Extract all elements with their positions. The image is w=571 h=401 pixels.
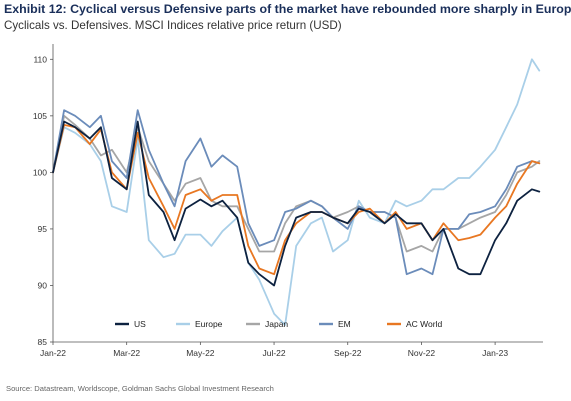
legend-label-ac-world: AC World <box>406 319 442 329</box>
series-line-us <box>52 120 541 287</box>
x-tick-label: Nov-22 <box>408 348 436 358</box>
legend-label-us: US <box>134 319 146 329</box>
x-tick-label: Sep-22 <box>334 348 362 358</box>
y-tick-label: 90 <box>38 280 48 290</box>
x-tick-label: Jul-22 <box>262 348 285 358</box>
x-tick-label: May-22 <box>186 348 215 358</box>
legend-label-em: EM <box>338 319 351 329</box>
y-tick-label: 95 <box>38 224 48 234</box>
x-tick-label: Mar-22 <box>113 348 140 358</box>
chart-source: Source: Datastream, Worldscope, Goldman … <box>6 384 274 393</box>
chart-subtitle: Cyclicals vs. Defensives. MSCI Indices r… <box>4 19 342 32</box>
series-line-japan <box>52 114 541 253</box>
x-tick-label: Jan-23 <box>482 348 508 358</box>
legend-label-europe: Europe <box>195 319 223 329</box>
series-line-em <box>52 109 541 276</box>
y-tick-label: 85 <box>38 337 48 347</box>
chart-title: Exhibit 12: Cyclical versus Defensive pa… <box>4 2 571 16</box>
legend-label-japan: Japan <box>265 319 288 329</box>
series-line-europe <box>52 58 541 326</box>
y-tick-label: 110 <box>33 54 47 64</box>
y-tick-label: 105 <box>33 111 47 121</box>
series-line-ac-world <box>52 124 541 276</box>
y-tick-label: 100 <box>33 167 47 177</box>
x-tick-label: Jan-22 <box>40 348 66 358</box>
